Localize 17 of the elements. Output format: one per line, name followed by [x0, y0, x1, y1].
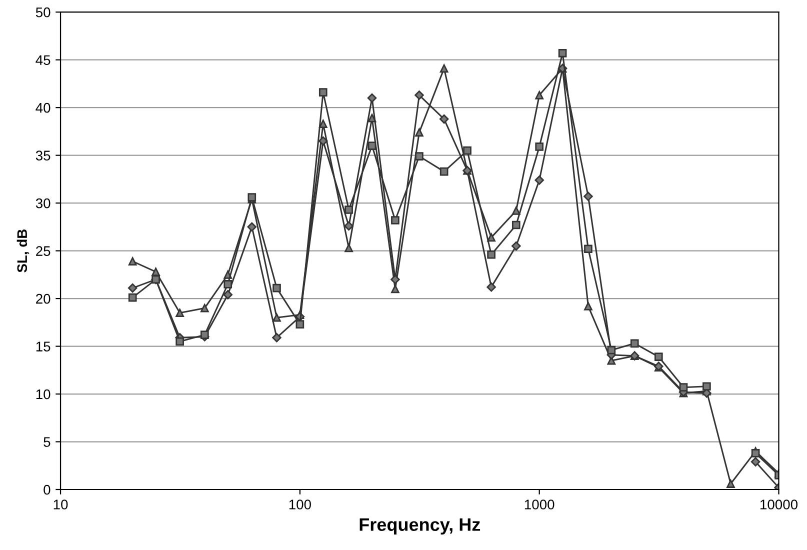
y-tick-label: 10: [36, 389, 50, 400]
y-tick-label: 25: [36, 246, 50, 256]
x-tick-label: 10000: [760, 500, 798, 510]
x-tick-label: 1000: [524, 500, 554, 510]
y-tick-label: 20: [36, 294, 50, 304]
x-tick-label: 10: [54, 500, 68, 510]
x-axis-title: Frequency, Hz: [360, 518, 480, 535]
y-tick-label: 15: [36, 342, 50, 352]
y-tick-label: 5: [44, 437, 50, 447]
y-tick-label: 50: [36, 7, 50, 18]
y-axis-title: SL, dB: [16, 229, 30, 272]
y-tick-label: 35: [36, 150, 50, 160]
y-tick-label: 40: [36, 102, 50, 113]
y-tick-label: 45: [36, 55, 50, 66]
x-tick-label: 100: [289, 500, 311, 510]
y-tick-label: 0: [44, 484, 50, 495]
y-tick-label: 30: [36, 198, 50, 208]
